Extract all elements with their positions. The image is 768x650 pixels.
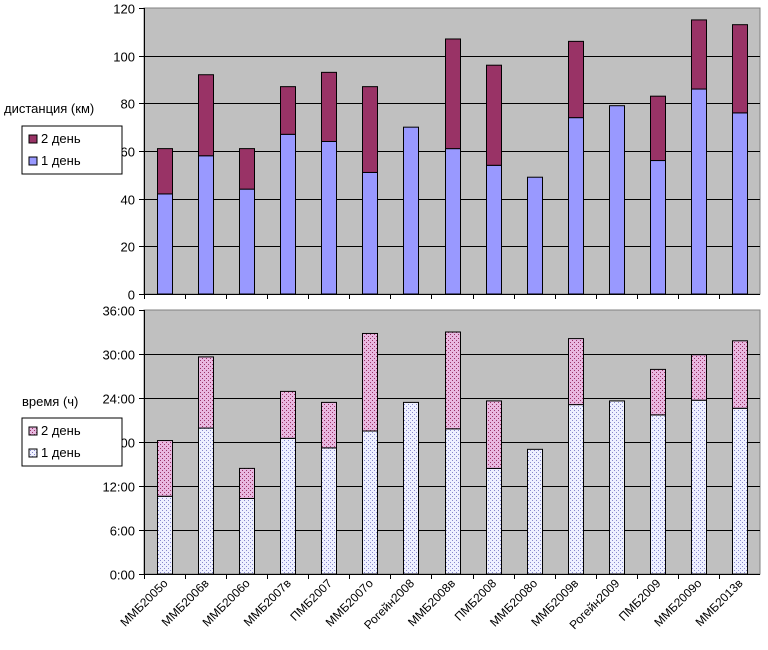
distance-bar-day2 bbox=[321, 71, 337, 142]
distance-legend-label-day2: 2 день bbox=[41, 131, 81, 146]
distance-y-tick-label: 80 bbox=[121, 97, 135, 112]
distance-bar-day1 bbox=[280, 133, 296, 295]
time-bar-day2 bbox=[486, 400, 502, 469]
distance-legend-box bbox=[21, 125, 123, 175]
time-y-tick-label: 24:00 bbox=[102, 392, 135, 407]
time-bar-day1 bbox=[568, 404, 584, 575]
time-bar-day2 bbox=[198, 356, 214, 429]
time-bar-day1 bbox=[157, 495, 173, 575]
time-bar-day2 bbox=[280, 390, 296, 439]
distance-bar-day1 bbox=[691, 88, 707, 295]
time-bar-day2 bbox=[445, 331, 461, 430]
time-bar-day2 bbox=[691, 354, 707, 401]
distance-bar-day1 bbox=[568, 117, 584, 295]
time-y-axis-title: время (ч) bbox=[22, 394, 78, 409]
time-bars bbox=[157, 331, 748, 575]
time-bar-day1 bbox=[527, 448, 543, 575]
distance-bar-day2 bbox=[198, 74, 214, 157]
distance-bars bbox=[157, 19, 748, 295]
distance-bar-day2 bbox=[362, 86, 378, 173]
distance-bar-day1 bbox=[445, 148, 461, 295]
distance-bar-day1 bbox=[609, 105, 625, 295]
distance-bar-day2 bbox=[691, 19, 707, 90]
time-legend-box bbox=[21, 417, 123, 467]
time-bar-day2 bbox=[321, 401, 337, 449]
time-bar-day2 bbox=[732, 340, 748, 409]
distance-bar-day2 bbox=[486, 64, 502, 166]
distance-bar-day1 bbox=[650, 160, 666, 295]
distance-bar-day2 bbox=[732, 24, 748, 114]
time-bar-day2 bbox=[650, 368, 666, 416]
time-bar-day2 bbox=[157, 440, 173, 497]
time-legend-label-day1: 1 день bbox=[41, 445, 81, 460]
distance-legend: 2 день 1 день bbox=[21, 125, 123, 175]
distance-bar-day1 bbox=[732, 112, 748, 295]
distance-chart: 0 20 40 60 80 100 120 дистанция (км) 2 день 1 … bbox=[4, 2, 761, 303]
category-labels: ММБ2005оММБ2006вММБ2006оММБ2007вПМБ2007М… bbox=[117, 576, 745, 632]
distance-legend-swatch-day1 bbox=[28, 156, 38, 166]
distance-y-ticks: 0 20 40 60 80 100 120 bbox=[113, 2, 760, 303]
time-legend-swatch-day1 bbox=[28, 448, 38, 458]
distance-y-tick-label: 40 bbox=[121, 193, 135, 208]
distance-bar-day2 bbox=[239, 148, 255, 190]
distance-legend-label-day1: 1 день bbox=[41, 153, 81, 168]
time-bar-day1 bbox=[198, 427, 214, 575]
time-bar-day2 bbox=[239, 467, 255, 499]
distance-bar-day1 bbox=[486, 164, 502, 295]
time-y-tick-label: 36:00 bbox=[102, 304, 135, 319]
distance-y-tick-label: 60 bbox=[121, 145, 135, 160]
distance-bar-day1 bbox=[403, 126, 419, 295]
time-bar-day1 bbox=[732, 407, 748, 575]
distance-bar-day1 bbox=[198, 155, 214, 295]
distance-bar-day2 bbox=[650, 95, 666, 162]
time-legend-swatch-day2 bbox=[28, 426, 38, 436]
time-legend-label-day2: 2 день bbox=[41, 423, 81, 438]
time-bar-day1 bbox=[321, 447, 337, 575]
distance-y-tick-label: 20 bbox=[121, 240, 135, 255]
time-bar-day1 bbox=[362, 430, 378, 575]
time-bar-day1 bbox=[445, 428, 461, 575]
time-bar-day1 bbox=[280, 437, 296, 575]
distance-bar-day2 bbox=[280, 86, 296, 135]
time-y-tick-label: 12:00 bbox=[102, 480, 135, 495]
distance-bar-day2 bbox=[568, 40, 584, 119]
time-bar-day1 bbox=[609, 400, 625, 575]
distance-bar-day1 bbox=[527, 176, 543, 295]
time-bar-day1 bbox=[486, 467, 502, 575]
time-bar-day1 bbox=[239, 497, 255, 575]
distance-bar-day2 bbox=[445, 38, 461, 150]
time-legend: 2 день 1 день bbox=[21, 417, 123, 467]
distance-legend-swatch-day2 bbox=[28, 134, 38, 144]
distance-y-tick-label: 0 bbox=[128, 288, 135, 303]
distance-y-tick-label: 120 bbox=[113, 2, 135, 17]
time-bar-day1 bbox=[403, 401, 419, 575]
distance-bar-day1 bbox=[321, 140, 337, 295]
time-bar-day1 bbox=[650, 414, 666, 575]
distance-y-tick-label: 100 bbox=[113, 50, 135, 65]
distance-y-axis-title: дистанция (км) bbox=[4, 101, 94, 116]
distance-bar-day1 bbox=[239, 188, 255, 295]
distance-bar-day1 bbox=[362, 171, 378, 295]
time-y-tick-label: 30:00 bbox=[102, 348, 135, 363]
time-bar-day2 bbox=[362, 332, 378, 432]
time-bar-day2 bbox=[568, 338, 584, 406]
distance-bar-day1 bbox=[157, 193, 173, 295]
distance-bar-day2 bbox=[157, 148, 173, 195]
time-y-tick-label: 0:00 bbox=[110, 568, 135, 583]
time-y-tick-label: 6:00 bbox=[110, 524, 135, 539]
time-bar-day1 bbox=[691, 399, 707, 575]
